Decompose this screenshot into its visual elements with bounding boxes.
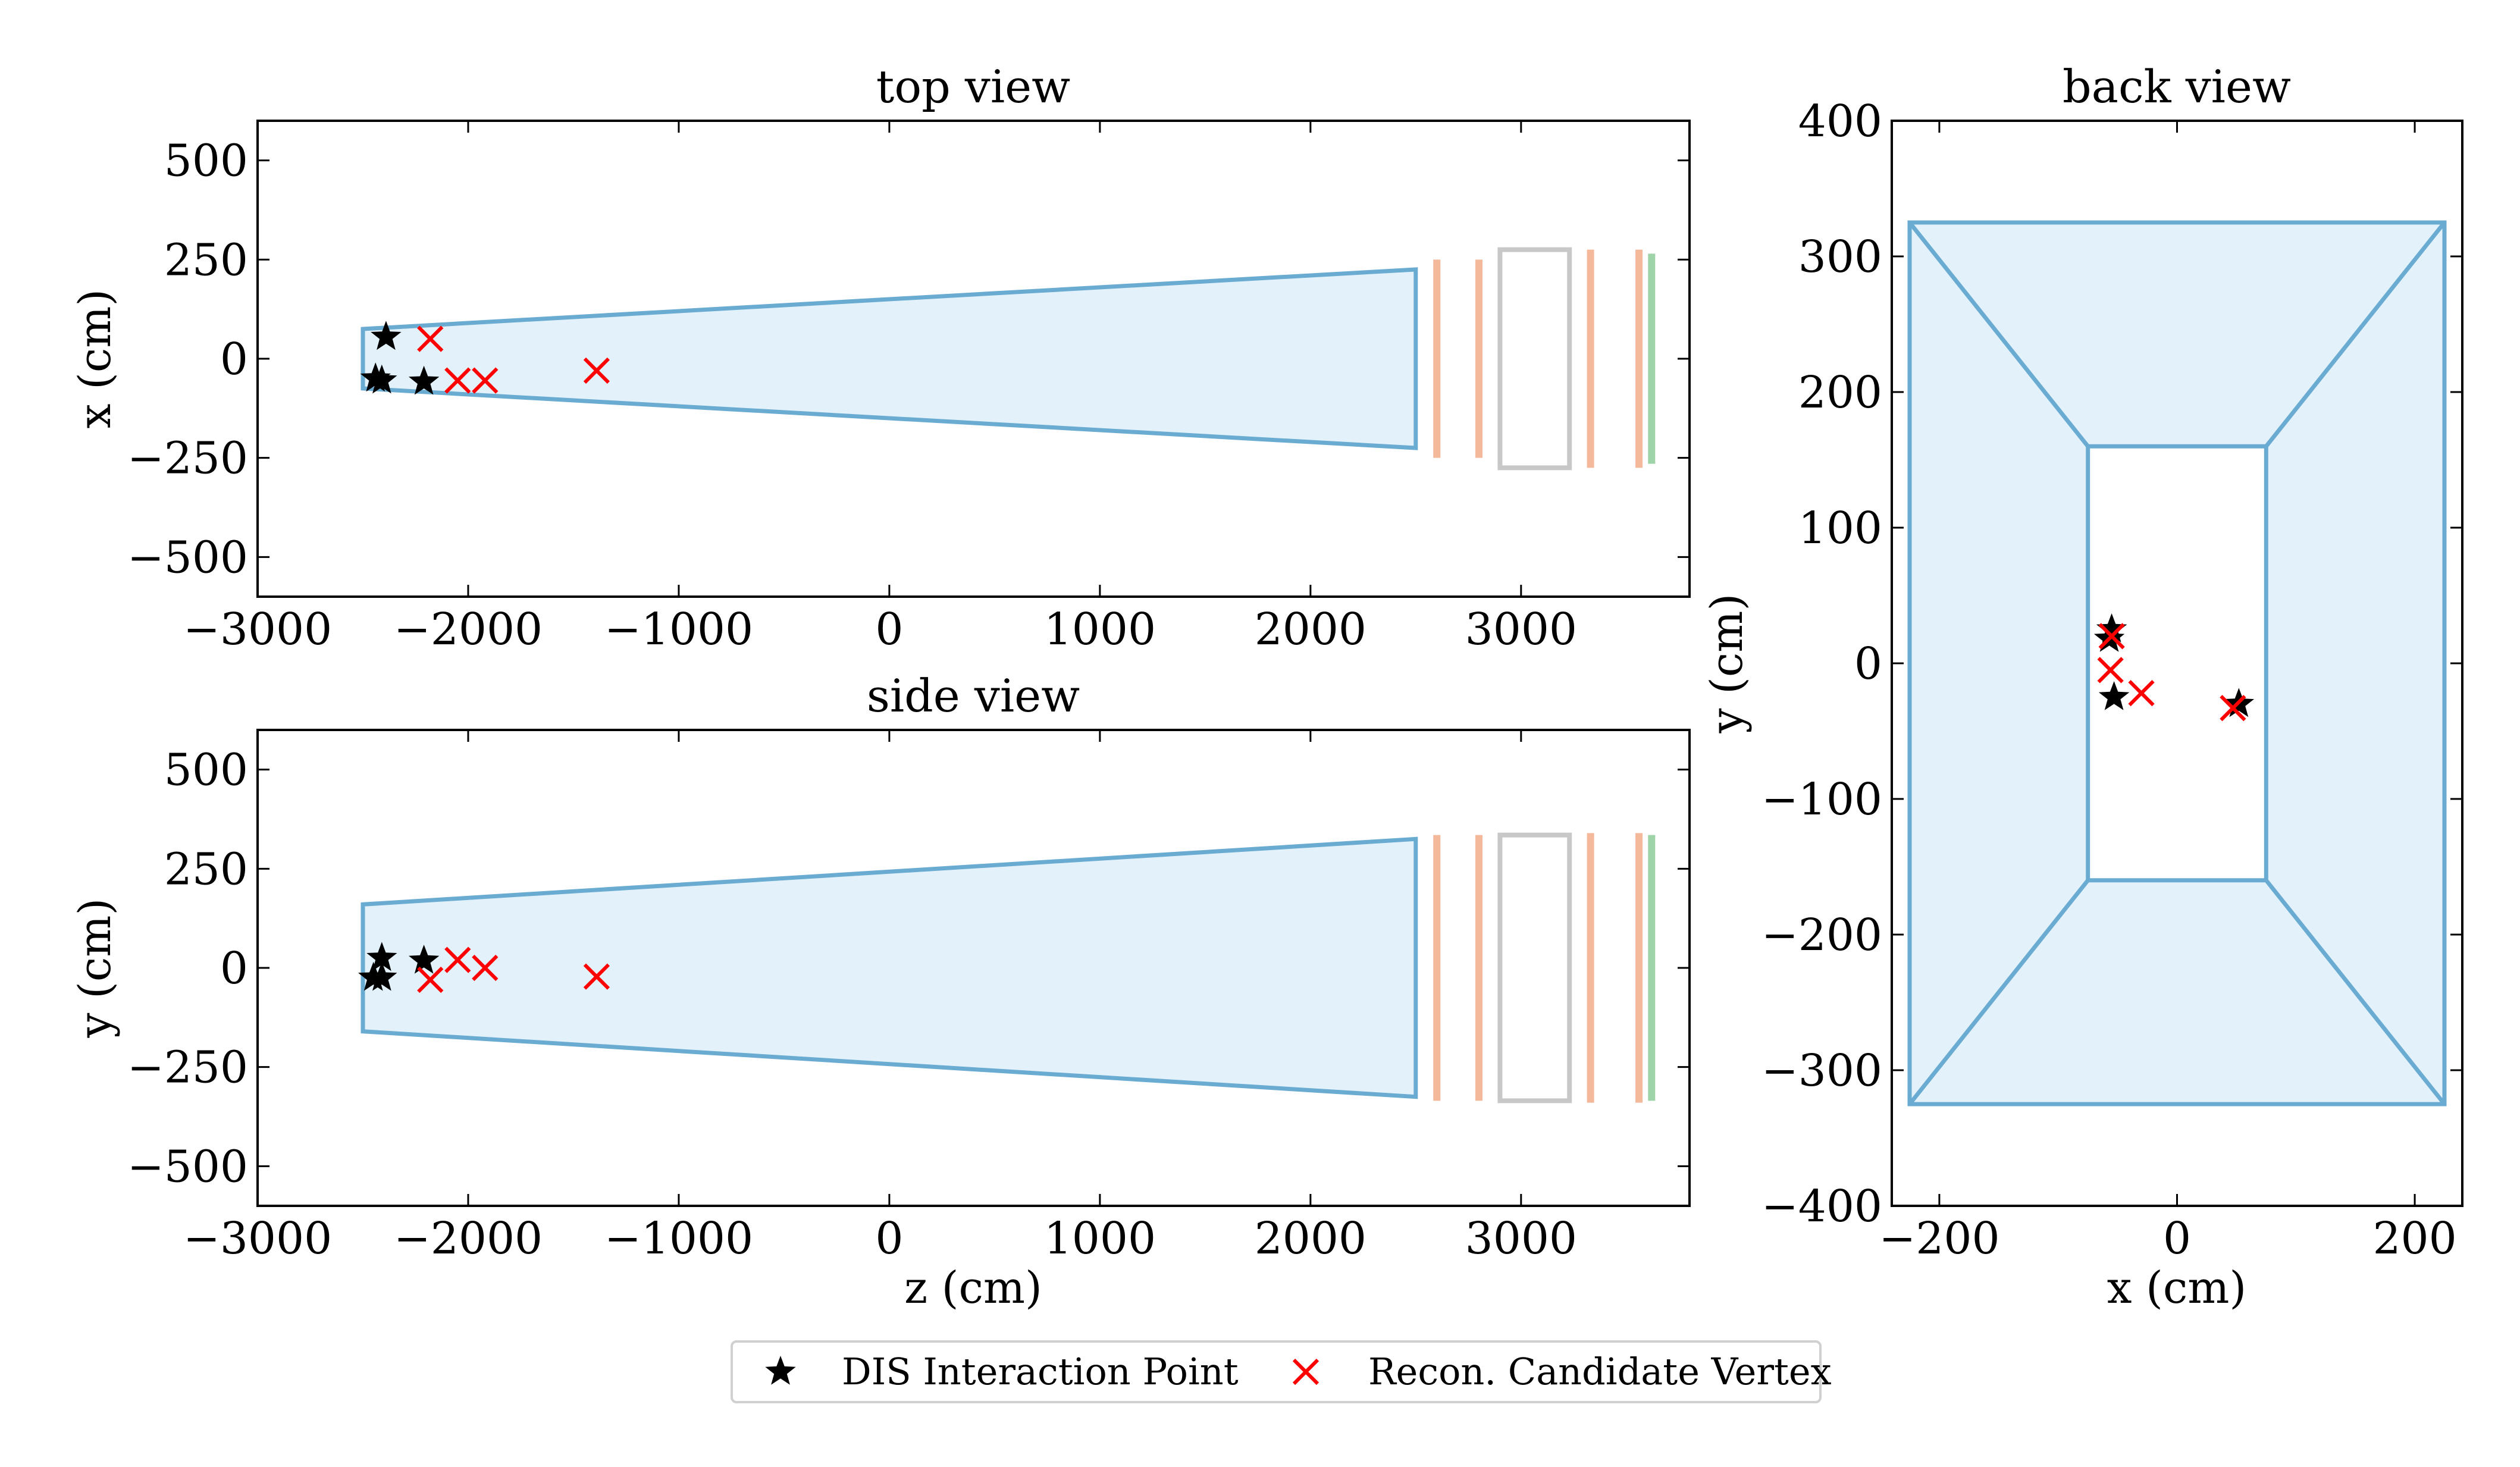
- legend-label-recon: Recon. Candidate Vertex: [1368, 1350, 1832, 1393]
- legend-star-marker: [765, 1356, 796, 1385]
- back-ytick-label: −400: [1762, 1181, 1882, 1232]
- side-gray-detector-box: [1497, 832, 1572, 1104]
- back-plot-content: [1907, 220, 2447, 1106]
- back-ytick-label: 400: [1798, 96, 1882, 147]
- side-ytick-label: −500: [127, 1141, 248, 1192]
- top-ytick-label: −500: [127, 532, 248, 583]
- top-dis-point: [409, 365, 440, 395]
- back-recon-vertex: [2128, 680, 2155, 707]
- legend-star: [765, 1356, 796, 1385]
- side-xtick-label: 2000: [1255, 1213, 1366, 1264]
- top-recon-vertex: [417, 325, 444, 352]
- top-recon-vertex: [472, 367, 499, 394]
- back-diagonal-edge: [2264, 879, 2446, 1106]
- back-dis-point: [2096, 613, 2127, 642]
- top-ticks: −3000 −2000 −1000 0 1000 2000 3000 500 250 0 −250 −…: [127, 121, 1690, 655]
- back-recon-vertex: [2098, 623, 2125, 650]
- side-dis-point: [366, 961, 397, 991]
- top-recon-vertex: [444, 367, 471, 394]
- back-ytick-label: 300: [1798, 231, 1882, 283]
- back-diagonal-edge: [2264, 221, 2446, 448]
- back-xtick-label: −200: [1879, 1213, 1999, 1264]
- top-recon-vertex: [583, 357, 610, 384]
- back-ytick-label: −200: [1762, 910, 1882, 961]
- back-xtick-label: 200: [2372, 1213, 2456, 1264]
- legend-label-dis: DIS Interaction Point: [842, 1350, 1239, 1393]
- top-xtick-label: −2000: [394, 604, 543, 655]
- top-xtick-label: 0: [875, 604, 903, 655]
- back-inner-edge: [2086, 444, 2268, 883]
- top-dis-point: [366, 364, 397, 394]
- top-xtick-label: 2000: [1255, 604, 1366, 655]
- top-xtick-label: 3000: [1465, 604, 1577, 655]
- side-ytick-label: 0: [220, 943, 248, 994]
- side-xtick-label: −2000: [394, 1213, 543, 1264]
- side-title: side view: [867, 669, 1080, 722]
- top-xtick-label: −1000: [604, 604, 753, 655]
- top-xtick-label: 1000: [1044, 604, 1156, 655]
- side-recon-vertex: [444, 946, 471, 973]
- back-frame: [1891, 120, 2463, 1207]
- side-xtick-label: −1000: [604, 1213, 753, 1264]
- side-ytick-label: 250: [164, 844, 248, 895]
- top-plot-content: [360, 247, 1656, 471]
- side-plot-content: [358, 832, 1656, 1104]
- top-ytick-label: 500: [164, 136, 248, 187]
- side-ytick-label: 500: [164, 745, 248, 796]
- top-view-axes: −3000 −2000 −1000 0 1000 2000 3000 500 250 0 −250 −…: [70, 60, 1691, 655]
- legend-box: [731, 1340, 1822, 1403]
- back-recon-vertex: [2220, 695, 2246, 722]
- back-ylabel: y (cm): [1701, 594, 1753, 734]
- side-dis-point: [366, 942, 397, 971]
- side-ylabel: y (cm): [70, 898, 121, 1039]
- side-ticks: −3000 −2000 −1000 0 1000 2000 3000 500 250 0 −250 −…: [127, 730, 1690, 1264]
- back-ytick-label: 0: [1854, 638, 1882, 689]
- side-view-axes: −3000 −2000 −1000 0 1000 2000 3000 500 250 0 −250 −…: [70, 669, 1691, 1314]
- back-dis-point: [2098, 681, 2130, 710]
- back-ytick-label: 100: [1798, 503, 1882, 554]
- side-ytick-label: −250: [127, 1042, 248, 1093]
- back-vessel-fill: [1910, 222, 2444, 1104]
- top-ytick-label: 0: [220, 334, 248, 385]
- top-xtick-label: −3000: [183, 604, 332, 655]
- back-recon-vertex: [2097, 657, 2124, 684]
- top-ytick-label: 250: [164, 234, 248, 286]
- back-xtick-label: 0: [2163, 1213, 2191, 1264]
- legend: DIS Interaction Point Recon. Candidate V…: [731, 1340, 1832, 1403]
- side-recon-vertex: [472, 954, 499, 982]
- legend-x: [1292, 1358, 1319, 1386]
- back-ytick-label: −100: [1762, 774, 1882, 825]
- top-gray-detector-box: [1497, 247, 1572, 471]
- side-dis-point: [409, 945, 440, 974]
- legend-x-marker: [1292, 1358, 1319, 1386]
- side-decay-vessel: [361, 836, 1418, 1099]
- back-xlabel: x (cm): [2107, 1262, 2247, 1314]
- back-diagonal-edge: [1908, 879, 2090, 1106]
- side-xlabel: z (cm): [904, 1262, 1042, 1314]
- side-xtick-label: −3000: [183, 1213, 332, 1264]
- top-decay-vessel: [361, 267, 1418, 450]
- top-title: top view: [876, 60, 1070, 113]
- side-xtick-label: 3000: [1465, 1213, 1577, 1264]
- top-dis-point: [371, 321, 402, 350]
- side-xtick-label: 1000: [1044, 1213, 1156, 1264]
- top-frame: [256, 120, 1691, 598]
- back-diagonal-edge: [1908, 221, 2090, 448]
- side-xtick-label: 0: [875, 1213, 903, 1264]
- back-ticks: −200 0 200 400 300 200 100 0 −100 −200 −300 −400: [1762, 96, 2462, 1264]
- side-recon-vertex: [583, 963, 610, 990]
- top-ylabel: x (cm): [70, 289, 121, 429]
- back-title: back view: [2063, 60, 2291, 113]
- side-recon-vertex: [417, 966, 444, 993]
- side-frame: [256, 729, 1691, 1207]
- top-ytick-label: −250: [127, 433, 248, 484]
- back-ytick-label: −300: [1762, 1045, 1882, 1096]
- back-view-axes: −200 0 200 400 300 200 100 0 −100 −200 −300 −400 ba…: [1701, 60, 2463, 1314]
- back-ytick-label: 200: [1798, 367, 1882, 418]
